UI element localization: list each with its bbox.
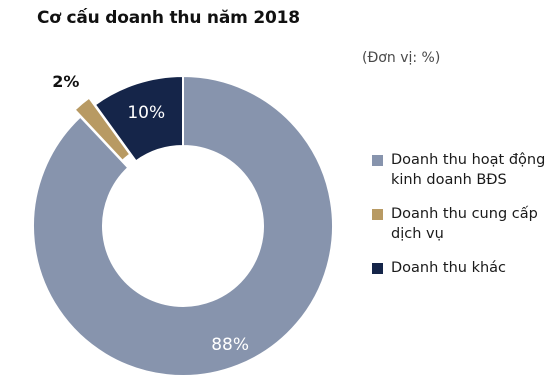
legend-label-other: Doanh thu khác (391, 260, 507, 276)
data-label-real-estate: 88% (211, 335, 249, 355)
legend-label-real-estate: Doanh thu hoạt động kinh doanh BĐS (391, 152, 546, 188)
legend-label-services: Doanh thu cung cấp dịch vụ (391, 206, 538, 242)
chart-title: Cơ cấu doanh thu năm 2018 (37, 8, 300, 28)
legend-swatch-other (372, 263, 383, 274)
unit-label: (Đơn vị: %) (362, 50, 441, 66)
legend-swatch-real-estate (372, 155, 383, 166)
data-label-other: 10% (127, 103, 165, 123)
slice-real-estate (32, 74, 334, 377)
legend: Doanh thu hoạt động kinh doanh BĐS Doanh… (372, 150, 558, 292)
legend-item-real-estate: Doanh thu hoạt động kinh doanh BĐS (372, 150, 558, 190)
legend-item-other: Doanh thu khác (372, 258, 558, 278)
slice-other (93, 74, 184, 163)
legend-item-services: Doanh thu cung cấp dịch vụ (372, 204, 558, 244)
legend-swatch-services (372, 209, 383, 220)
data-label-services: 2% (52, 72, 79, 91)
